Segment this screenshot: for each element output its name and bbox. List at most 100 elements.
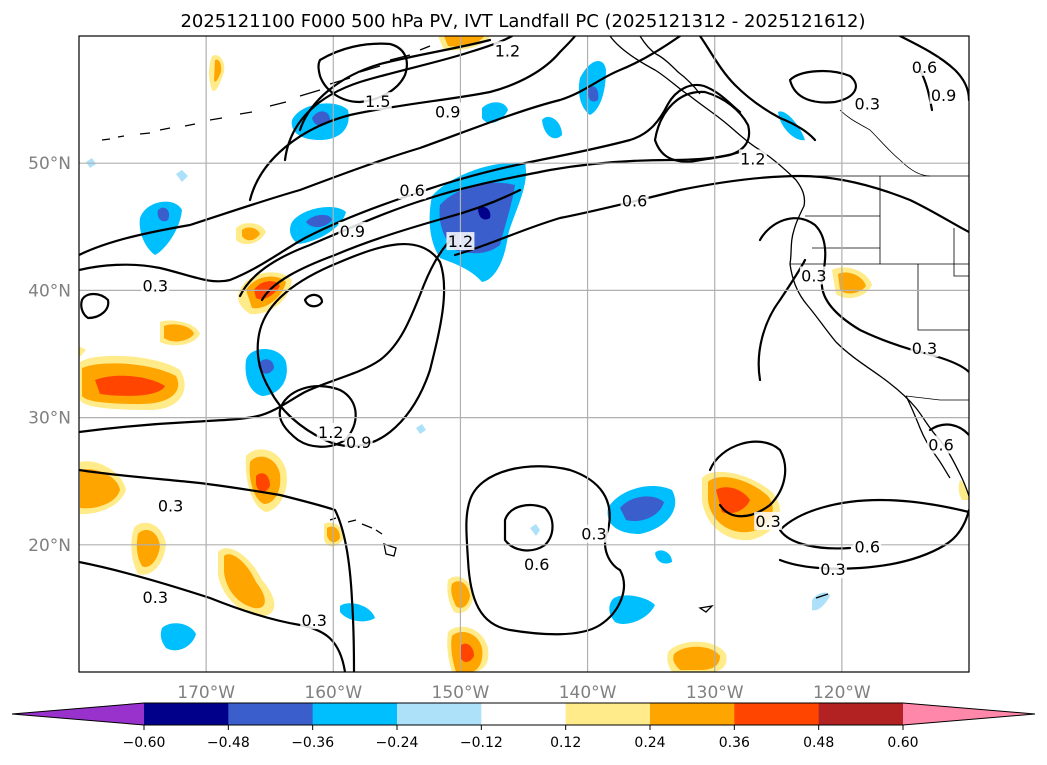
contour-label: 0.3 [801, 266, 826, 285]
contour-label-bg [141, 588, 170, 607]
contour-label-bg [910, 57, 939, 76]
pv-negative-patch [157, 207, 170, 222]
colorbar-tick-label: 0.24 [634, 735, 665, 751]
contour-label: 0.6 [855, 537, 880, 556]
contour-label: 0.9 [931, 86, 956, 105]
colorbar-segment [565, 703, 651, 725]
island-small [698, 593, 829, 613]
colorbar-extend-high [903, 703, 1035, 725]
colorbar-tick-label: −0.60 [123, 735, 166, 751]
contour-labels: 1.21.50.90.60.3 0.91.20.60.60.91.20.30.30… [141, 41, 958, 630]
colorbar-segment [397, 703, 482, 725]
pv-negative-patch [620, 496, 664, 522]
lat-tick-labels: 50°N 40°N 30°N 20°N [28, 154, 71, 556]
lon-tick-label: 160°W [304, 683, 362, 703]
contour-label-bg [316, 422, 345, 441]
contour-label-bg [579, 524, 608, 543]
colorbar-tick-label: 0.60 [887, 735, 918, 751]
pv-positive-patch [444, 36, 484, 47]
contour-label: 0.6 [912, 58, 937, 77]
colorbar-extend-low [12, 703, 144, 725]
lon-tick-label: 150°W [432, 683, 490, 703]
contour-0.6-main [79, 83, 742, 283]
pv-positive-patch [958, 480, 969, 500]
us-mexico-border [905, 395, 969, 401]
contour-label-bg [799, 266, 828, 285]
contour-se-hook [928, 423, 969, 437]
pv-negative-patch [587, 86, 599, 102]
contour-0.9-upper [248, 36, 577, 202]
contour-label-bg [853, 537, 882, 556]
contour-1.2-ne [653, 90, 751, 164]
pv-positive-patch [224, 554, 265, 609]
lat-tick-label: 30°N [28, 409, 71, 429]
colorbar-segment [144, 703, 229, 725]
contour-label: 0.3 [581, 525, 606, 544]
graticule [79, 36, 969, 672]
colorbar-tick-label: 0.48 [803, 735, 834, 751]
pv-positive-patch [242, 227, 260, 241]
contour-label: 0.3 [755, 512, 780, 531]
contour-label-bg [363, 92, 392, 111]
pv-positive-patch [80, 469, 120, 509]
lon-tick-label: 120°W [813, 683, 871, 703]
contour-0.3-south [79, 233, 457, 434]
pv-negative-patch [778, 111, 805, 141]
pv-positive-patch [256, 473, 270, 492]
contour-label: 0.3 [820, 560, 845, 579]
lat-tick-label: 50°N [28, 154, 71, 174]
colorbar-tick-label: −0.36 [291, 735, 334, 751]
contour-0.3-ne [698, 36, 817, 142]
contour-label: 1.2 [318, 423, 343, 442]
contour-0.6-small [503, 504, 554, 552]
contour-0.3-alaska-ring [788, 69, 857, 104]
contour-label-bg [300, 611, 329, 630]
contour-label: 0.3 [143, 277, 168, 296]
pv-negative-patch [542, 116, 562, 139]
contour-label: 1.2 [740, 149, 765, 168]
colorbar-segment [650, 703, 735, 725]
pv-negative-patch [416, 424, 426, 434]
contour-label: 0.6 [524, 555, 549, 574]
aleutian-islands [101, 45, 431, 141]
alaska-coast [639, 36, 701, 95]
pv-positive-patch [838, 272, 866, 294]
contour-label: 0.6 [399, 181, 424, 200]
contour-0.3-sub-east [708, 440, 787, 518]
pv-negative-patch [176, 170, 188, 182]
bc-interior [839, 109, 931, 177]
state-borders [790, 176, 969, 331]
pv-positive-patch [79, 346, 86, 358]
pv-positive-patch [136, 530, 160, 568]
pv-negative-patch [340, 603, 375, 622]
contour-label-bg [446, 232, 475, 251]
contour-1.5 [317, 42, 408, 104]
contour-label-bg [738, 149, 767, 168]
colorbar: −0.60 −0.48 −0.36 −0.24 −0.12 0.12 0.24 0.36 0.4… [11, 702, 1036, 751]
contour-0.9-loop [256, 242, 446, 448]
colorbar-tick-label: −0.24 [376, 735, 419, 751]
contour-label-bg [344, 433, 373, 452]
pv-positive-patch [460, 643, 474, 662]
contour-label: 0.3 [912, 339, 937, 358]
map-frame [78, 35, 970, 673]
contour-small-ring2 [303, 293, 324, 308]
contour-label-bg [853, 94, 882, 113]
contour-label: 0.3 [855, 95, 880, 114]
colorbar-segment [228, 703, 314, 725]
lon-tick-label: 140°W [559, 683, 617, 703]
contour-label: 0.6 [622, 191, 647, 210]
contour-label: 0.3 [301, 611, 326, 630]
contour-label-bg [620, 191, 649, 210]
pv-positive-patch [214, 59, 222, 82]
map-panel: 1.21.50.90.60.3 0.91.20.60.60.91.20.30.30… [28, 35, 970, 703]
contour-label-bg [927, 435, 956, 454]
contour-0.6-ne [898, 36, 969, 102]
pv-positive-patch [95, 375, 165, 396]
contour-label-bg [522, 555, 551, 574]
pv-negative-patch [139, 201, 182, 255]
contour-0.3-subtropic [79, 468, 356, 672]
contour-0.3-main [79, 36, 682, 257]
pv-positive-patch [716, 487, 750, 514]
lon-tick-labels: 170°W 160°W 150°W 140°W 130°W 120°W [177, 683, 871, 703]
